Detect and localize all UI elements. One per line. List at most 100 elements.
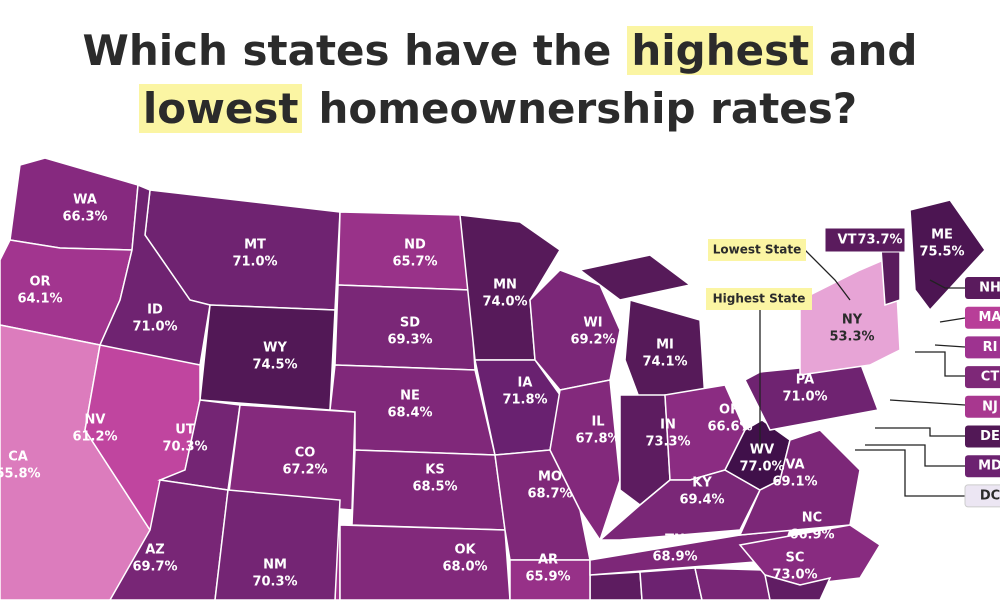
state-abbr: AZ [145,543,165,558]
state-shape [529,269,621,391]
state-abbr: TN [665,533,685,548]
state-abbr: ID [147,303,163,318]
inset-abbr: NJ [982,399,998,414]
inset-box [965,395,1000,418]
state-abbr: KY [692,476,712,491]
state-value: 65.9% [525,570,570,585]
leader-line [939,317,966,323]
state-abbr: ME [931,228,953,243]
state-abbr: SD [400,316,420,331]
state-abbr: WA [73,193,97,208]
state-value: 69.2% [570,333,615,348]
state-abbr: NC [802,511,822,526]
state-shape [214,489,341,600]
state-value: 77.0% [739,460,784,475]
state-value: 74.5% [252,358,297,373]
state-shape [909,199,986,312]
state-shape [738,429,861,536]
leader-lines [759,249,966,497]
inset-box [965,277,1000,299]
state-value: 66.9% [789,528,834,543]
state-value: 68.5% [412,480,457,495]
state-value: 70.3% [162,440,207,455]
state-value: 74.0% [482,295,527,310]
state-value: 53.3% [829,330,874,345]
state-abbr: MN [493,278,517,293]
title-line: lowest homeownership rates? [0,80,1000,138]
label-box [824,227,906,253]
leader-line [804,249,851,301]
inset-abbr: MA [979,310,1000,325]
inset-abbr: DE [980,429,1000,444]
title-text: Which states have the [82,26,612,75]
state-value: 71.0% [232,255,277,270]
state-value: 66.3% [62,210,107,225]
state-value: 69.7% [132,560,177,575]
state-value: 69.4% [679,493,724,508]
state-abbr: MI [656,338,674,353]
inset-abbr: RI [983,340,998,355]
state-value: 71.0% [782,390,827,405]
state-shape [589,571,643,600]
leader-line [934,344,966,348]
title-text: homeownership rates? [318,84,858,133]
state-abbr: CA [8,450,28,465]
state-abbr: IN [660,418,676,433]
state-value: 66.6% [707,420,752,435]
title-text: and [829,26,918,75]
state-shape [639,567,703,600]
state-value: 68.0% [442,560,487,575]
inset-box [965,455,1000,478]
state-shape [578,254,692,301]
state-shape [109,479,229,600]
leader-line [875,427,965,437]
leader-line [889,399,966,406]
state-value: 71.8% [502,393,547,408]
inset-abbr: DC [980,488,1000,503]
title-highlight: highest [627,26,814,75]
state-value: 64.1% [17,292,62,307]
state-abbr: NE [400,389,420,404]
state-abbr: OK [454,543,476,558]
inset-box [965,336,1000,359]
state-value: 69.1% [772,475,817,490]
state-shape [694,567,771,600]
state-value: 61.2% [72,430,117,445]
state-value: 73.3% [645,435,690,450]
leader-line [855,449,965,497]
state-shape [799,253,901,376]
state-abbr: UT [175,423,195,438]
inset-box [965,366,1000,389]
state-value: 73.7% [857,233,902,248]
state-abbr: CO [295,446,316,461]
annotation: Lowest State [713,243,802,257]
state-value: 68.4% [387,406,432,421]
state-abbr: KS [425,463,444,478]
state-value: 55.8% [0,467,41,482]
inset-box [965,425,1000,448]
state-abbr: WY [263,341,287,356]
state-abbr: ND [404,238,426,253]
annotation: Highest State [713,292,806,306]
state-value: 75.5% [919,245,964,260]
title-line: Which states have the highest and [0,22,1000,80]
state-abbr: IA [518,376,533,391]
state-abbr: VT [838,233,857,248]
annotation-box [706,288,812,310]
state-value: 68.7% [527,487,572,502]
title: Which states have the highest and lowest hom… [0,22,1000,138]
state-abbr: AR [538,553,558,568]
state-abbr: IL [591,415,604,430]
state-value: 65.7% [392,255,437,270]
state-shape [509,559,591,600]
inset-abbr: CT [981,370,1000,385]
state-abbr: VA [785,458,804,473]
inset-abbr: NH [979,281,1000,296]
state-shape [764,573,832,600]
state-abbr: OR [29,275,50,290]
state-abbr: MO [538,470,562,485]
leader-line [929,279,965,289]
state-value: 70.3% [252,575,297,590]
